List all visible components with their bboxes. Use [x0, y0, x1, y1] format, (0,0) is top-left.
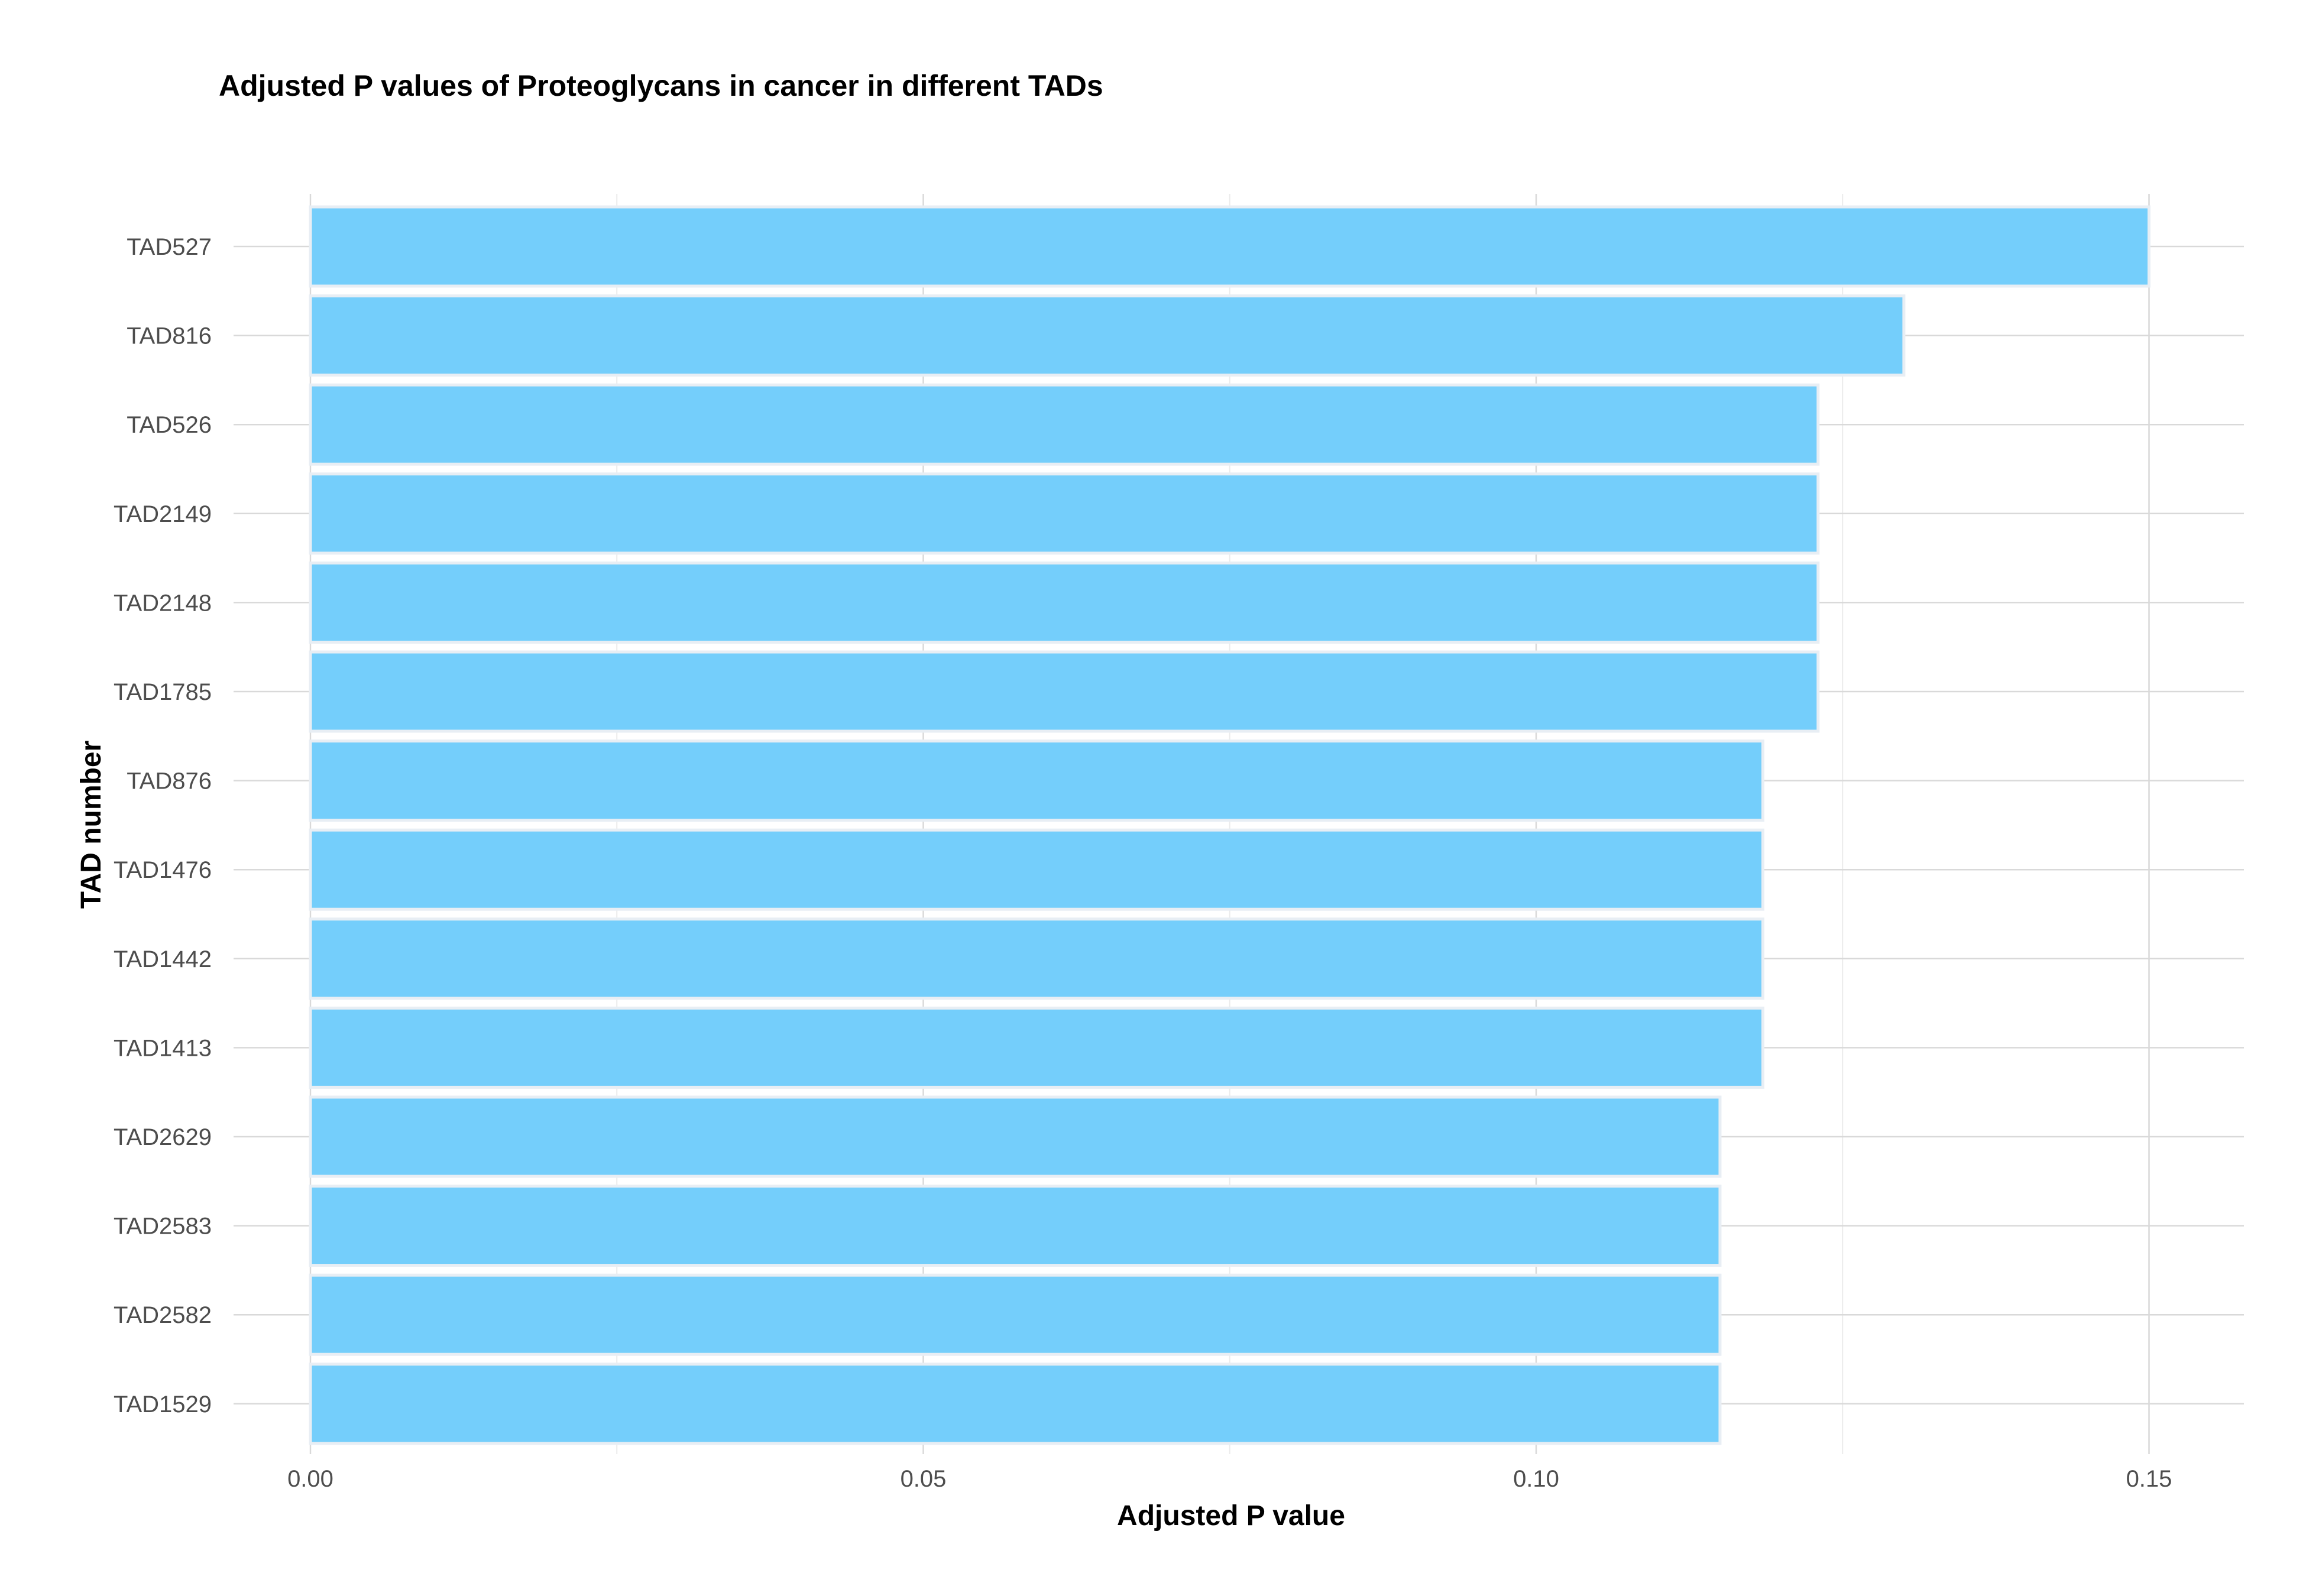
bar-tad2149 [309, 472, 1820, 555]
y-tick-label: TAD1476 [114, 857, 212, 883]
x-tick-label: 0.15 [2126, 1466, 2172, 1492]
y-tick-labels: TAD527 TAD816 TAD526 TAD2149 TAD2148 TAD1785 T… [114, 234, 212, 1417]
bars [309, 205, 2150, 1445]
y-tick-label: TAD1442 [114, 946, 212, 972]
bar-tad2148 [309, 561, 1820, 644]
chart-title: Adjusted P values of Proteoglycans in ca… [219, 69, 1103, 102]
bar-tad2582 [309, 1273, 1722, 1356]
x-axis-title: Adjusted P value [1117, 1500, 1345, 1532]
bar-tad816 [309, 294, 1906, 377]
bar-tad1529 [309, 1363, 1722, 1445]
y-tick-label: TAD1785 [114, 679, 212, 705]
bar-tad876 [309, 739, 1765, 822]
y-tick-label: TAD2148 [114, 590, 212, 616]
x-tick-labels: 0.00 0.05 0.10 0.15 [287, 1466, 2172, 1492]
bar-tad1413 [309, 1006, 1765, 1089]
y-tick-label: TAD526 [127, 412, 212, 438]
x-tick-label: 0.00 [287, 1466, 333, 1492]
y-tick-label: TAD2583 [114, 1214, 212, 1240]
bar-tad2583 [309, 1185, 1722, 1267]
bar-tad526 [309, 383, 1820, 466]
y-tick-label: TAD876 [127, 768, 212, 794]
y-tick-label: TAD1413 [114, 1035, 212, 1061]
y-tick-label: TAD527 [127, 234, 212, 260]
y-tick-label: TAD1529 [114, 1391, 212, 1417]
y-tick-label: TAD2582 [114, 1302, 212, 1328]
x-tick-label: 0.10 [1513, 1466, 1559, 1492]
bar-tad1442 [309, 917, 1765, 1000]
y-axis-title: TAD number [76, 741, 107, 909]
y-tick-label: TAD2149 [114, 501, 212, 527]
bar-tad527 [309, 205, 2150, 288]
bar-tad1785 [309, 650, 1820, 733]
bar-tad1476 [309, 828, 1765, 911]
bar-tad2629 [309, 1095, 1722, 1178]
x-tick-label: 0.05 [901, 1466, 947, 1492]
y-tick-label: TAD816 [127, 323, 212, 349]
y-tick-label: TAD2629 [114, 1124, 212, 1150]
